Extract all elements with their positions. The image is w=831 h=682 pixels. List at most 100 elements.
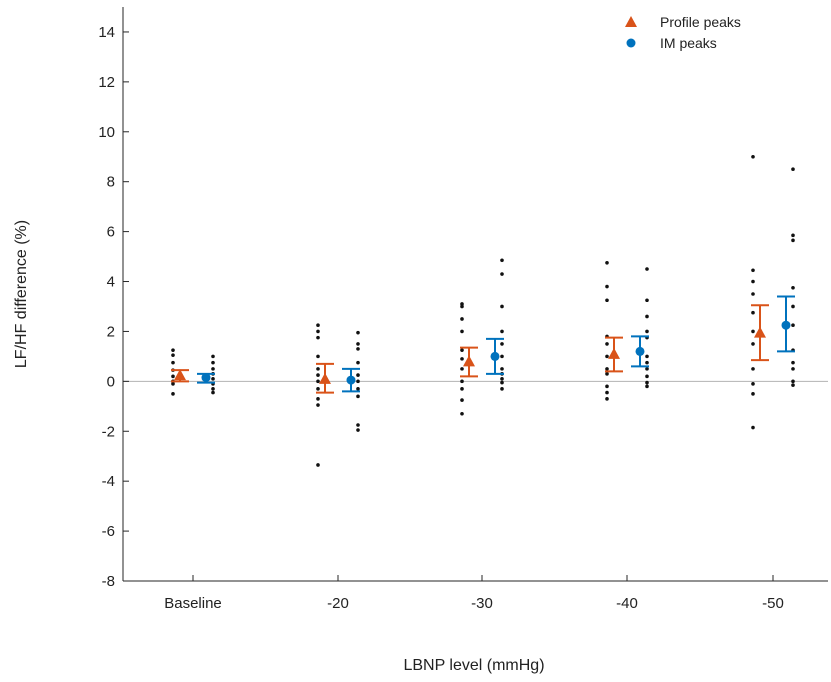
raw-data-point (356, 394, 360, 399)
raw-data-point (211, 387, 215, 391)
mean-marker-circle (201, 373, 211, 383)
raw-data-point (211, 377, 215, 381)
raw-data-point (791, 379, 795, 384)
mean-marker-triangle (319, 372, 331, 384)
raw-data-point (751, 342, 755, 346)
y-tick-label: 0 (107, 373, 115, 390)
raw-data-point (645, 360, 649, 365)
raw-data-point (211, 390, 215, 395)
raw-data-point (605, 390, 609, 395)
raw-data-point (751, 279, 755, 284)
mean-marker-circle (490, 351, 500, 361)
y-tick-label: 8 (107, 174, 115, 191)
raw-data-point (605, 367, 609, 371)
raw-data-point (211, 367, 215, 371)
raw-data-point (316, 367, 320, 371)
raw-data-point (356, 379, 360, 384)
raw-data-point (356, 330, 360, 335)
raw-data-point (460, 304, 464, 309)
raw-data-point (316, 373, 320, 377)
raw-data-point (316, 379, 320, 384)
raw-data-point (171, 360, 175, 365)
raw-data-point (460, 398, 464, 402)
y-tick-label: -4 (102, 473, 115, 490)
raw-data-point (500, 367, 504, 371)
raw-data-point (605, 342, 609, 346)
y-axis-title: LF/HF difference (%) (13, 220, 30, 368)
raw-data-point (791, 323, 795, 327)
raw-data-point (171, 374, 175, 379)
raw-data-point (316, 403, 320, 407)
raw-data-point (500, 272, 504, 276)
raw-data-point (645, 298, 649, 303)
raw-data-point (500, 304, 504, 309)
legend: Profile peaks IM peaks (625, 14, 741, 51)
raw-data-point (460, 379, 464, 384)
x-tick-label: -20 (327, 595, 349, 612)
x-tick-label: Baseline (164, 595, 222, 612)
raw-data-point (791, 360, 795, 365)
raw-data-point (751, 425, 755, 430)
data-marks (171, 154, 795, 467)
raw-data-point (460, 329, 464, 334)
raw-data-point (460, 357, 464, 361)
raw-data-point (460, 317, 464, 321)
raw-data-point (791, 304, 795, 309)
mean-marker-triangle (174, 369, 186, 381)
raw-data-point (791, 383, 795, 387)
raw-data-point (645, 329, 649, 334)
raw-data-point (791, 167, 795, 172)
raw-data-point (645, 267, 649, 271)
raw-data-point (751, 292, 755, 296)
raw-data-point (645, 354, 649, 359)
raw-data-point (460, 387, 464, 391)
y-tick-label: -6 (102, 523, 115, 540)
raw-data-point (605, 298, 609, 303)
y-tick-label: 6 (107, 224, 115, 241)
mean-marker-circle (781, 320, 791, 330)
raw-data-point (791, 367, 795, 371)
raw-data-point (500, 377, 504, 381)
raw-data-point (500, 387, 504, 391)
raw-data-point (751, 310, 755, 315)
raw-data-point (500, 380, 504, 385)
x-axis-title: LBNP level (mmHg) (403, 657, 544, 674)
raw-data-point (316, 335, 320, 340)
raw-data-point (605, 354, 609, 359)
raw-data-point (211, 360, 215, 365)
raw-data-point (791, 238, 795, 243)
y-tick-label: 4 (107, 274, 115, 291)
raw-data-point (605, 261, 609, 265)
raw-data-point (500, 258, 504, 263)
raw-data-point (316, 387, 320, 391)
raw-data-point (316, 329, 320, 334)
raw-data-point (316, 397, 320, 401)
raw-data-point (791, 285, 795, 290)
raw-data-point (460, 367, 464, 371)
raw-data-point (751, 268, 755, 273)
raw-data-point (605, 372, 609, 376)
x-tick-label: -30 (471, 595, 493, 612)
raw-data-point (356, 342, 360, 346)
y-tick-label: -8 (102, 573, 115, 590)
raw-data-point (605, 284, 609, 289)
raw-data-point (316, 323, 320, 327)
mean-marker-triangle (754, 326, 766, 338)
y-tick-label: -2 (102, 423, 115, 440)
raw-data-point (645, 380, 649, 385)
legend-label-im-peaks: IM peaks (660, 35, 717, 51)
raw-data-point (751, 154, 755, 159)
raw-data-point (356, 387, 360, 391)
raw-data-point (316, 463, 320, 467)
raw-data-point (751, 392, 755, 396)
legend-marker-triangle (625, 16, 637, 27)
raw-data-point (316, 354, 320, 359)
mean-marker-circle (346, 375, 356, 385)
y-tick-label: 2 (107, 323, 115, 340)
raw-data-point (171, 353, 175, 357)
raw-data-point (171, 348, 175, 352)
x-tick-label: -40 (616, 595, 638, 612)
raw-data-point (460, 302, 464, 306)
raw-data-point (645, 384, 649, 389)
